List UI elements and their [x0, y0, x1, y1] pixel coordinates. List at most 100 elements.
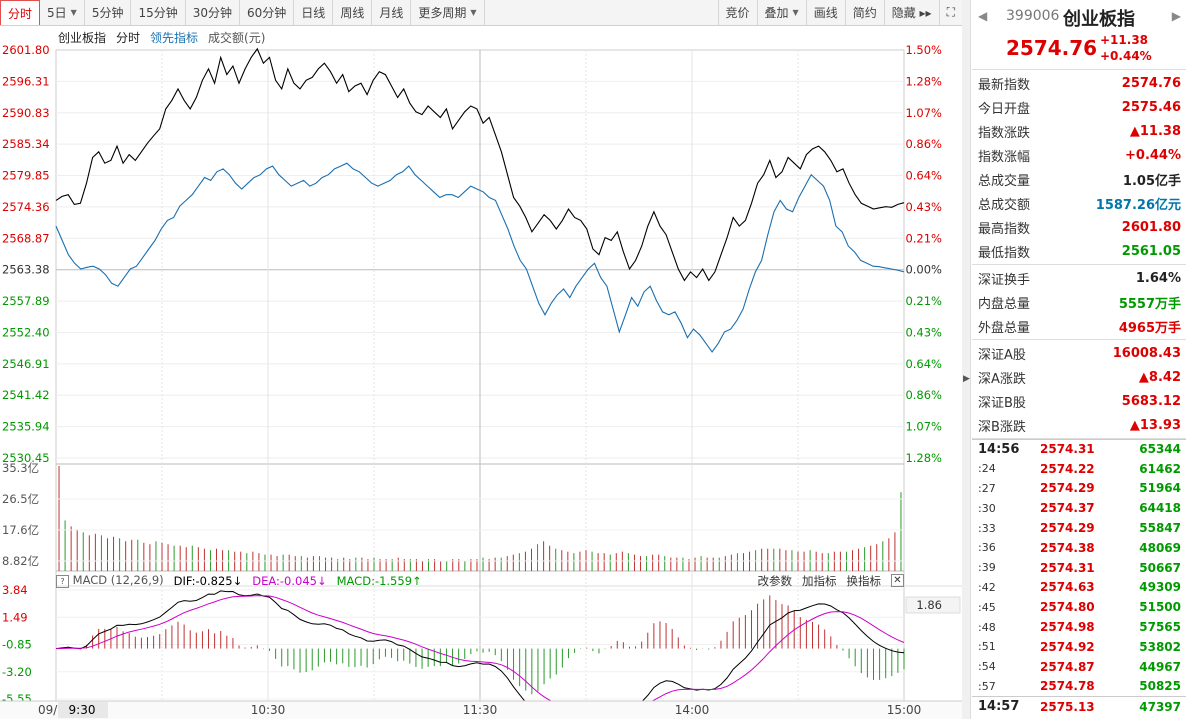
tick-row: 14:56 2574.31 65344	[972, 439, 1186, 459]
time-axis-label: 11:30	[463, 703, 498, 717]
pct-tick-label: 0.43%	[905, 200, 942, 214]
period-tab-6[interactable]: 日线	[294, 0, 334, 25]
period-tab-0[interactable]: 分时	[0, 0, 41, 25]
current-price: 2574.76	[1006, 36, 1098, 60]
price-tick-label: 2530.45	[2, 451, 50, 465]
price-change: +11.38 +0.44%	[1100, 32, 1152, 64]
price-tick-label: 2552.40	[2, 325, 50, 339]
macd-value-box	[905, 596, 961, 614]
stat-label: 最高指数	[978, 221, 1031, 237]
stat-label: 最低指数	[978, 245, 1031, 261]
next-index-icon[interactable]: ▶	[1171, 9, 1181, 23]
time-axis-label: 14:00	[675, 703, 710, 717]
tool-button-0[interactable]: 竞价	[717, 0, 757, 25]
tick-row: :30 2574.37 64418	[972, 498, 1186, 518]
pct-tick-label: 1.28%	[905, 451, 942, 465]
tick-volume: 61462	[1139, 461, 1181, 476]
time-axis-label: 9:30	[69, 703, 96, 717]
close-icon[interactable]: ✕	[891, 574, 904, 587]
time-cursor-box	[58, 702, 108, 718]
panel-collapse-handle[interactable]: ▶	[962, 0, 971, 719]
stat-row: 最低指数 2561.05	[972, 239, 1186, 263]
tick-row: :54 2574.87 44967	[972, 657, 1186, 677]
period-tab-label: 5日	[47, 6, 67, 20]
tick-volume: 48069	[1139, 540, 1181, 555]
price-tick-label: 2546.91	[2, 357, 50, 371]
period-tab-label: 更多周期	[418, 6, 467, 20]
tick-row: :57 2574.78 50825	[972, 677, 1186, 697]
pct-tick-label: 0.21%	[905, 294, 942, 308]
stat-value: 5557万手	[1118, 296, 1181, 312]
legend-leading-indicator[interactable]: 领先指标	[150, 31, 199, 45]
tick-volume: 65344	[1139, 442, 1181, 457]
macd-collapse-icon[interactable]: ?	[56, 575, 69, 588]
tool-button-label: 隐藏 ▸▸	[891, 6, 932, 20]
tick-time: :48	[978, 620, 996, 634]
tick-list: 14:56 2574.31 65344:24 2574.22 61462:27 2574.…	[972, 439, 1186, 719]
period-tab-label: 分时	[8, 6, 33, 21]
legend-turnover: 成交额(元)	[208, 31, 266, 45]
price-tick-label: 2563.38	[2, 263, 50, 277]
stat-label: 外盘总量	[978, 320, 1031, 336]
tick-price: 2574.78	[1040, 679, 1095, 694]
macd-title: MACD (12,26,9)	[72, 573, 164, 587]
collapse-arrow-icon[interactable]: ▶	[963, 374, 970, 384]
prev-index-icon[interactable]: ◀	[978, 9, 988, 23]
tick-time: :54	[978, 660, 996, 674]
tick-row: :27 2574.29 51964	[972, 479, 1186, 499]
period-tab-1[interactable]: 5日 ▼	[40, 0, 85, 25]
chevron-down-icon: ▼	[70, 8, 77, 17]
stat-value: 5683.12	[1121, 393, 1181, 409]
stat-row: 最新指数 2574.76	[972, 71, 1186, 95]
volume-tick-label: 17.6亿	[2, 523, 39, 537]
stat-value: 1.64%	[1135, 270, 1181, 286]
stat-row: 外盘总量 4965万手	[972, 314, 1186, 338]
switch-indicator-button[interactable]: 换指标	[846, 573, 882, 588]
tick-time: :36	[978, 541, 996, 555]
stat-row: 总成交额 1587.26亿元	[972, 191, 1186, 215]
stat-row: 最高指数 2601.80	[972, 215, 1186, 239]
tick-row: :36 2574.38 48069	[972, 538, 1186, 558]
stat-value: 2601.80	[1121, 219, 1181, 235]
stat-label: 今日开盘	[978, 101, 1031, 117]
period-tab-label: 60分钟	[247, 6, 287, 20]
tick-row: :24 2574.22 61462	[972, 459, 1186, 479]
pct-tick-label: 0.21%	[905, 231, 942, 245]
price-tick-label: 2590.83	[2, 106, 50, 120]
period-tab-2[interactable]: 5分钟	[85, 0, 132, 25]
tool-button-1[interactable]: 叠加 ▼	[756, 0, 806, 25]
tick-price: 2574.87	[1040, 659, 1095, 674]
tick-price: 2574.63	[1040, 580, 1095, 595]
price-change-pct: +0.44%	[1100, 49, 1152, 63]
period-tab-4[interactable]: 30分钟	[186, 0, 241, 25]
period-tab-5[interactable]: 60分钟	[240, 0, 295, 25]
stat-value: 4965万手	[1118, 320, 1181, 336]
stat-label: 总成交量	[978, 173, 1031, 189]
time-axis-bg	[0, 701, 962, 719]
stat-label: 内盘总量	[978, 296, 1031, 312]
fullscreen-icon[interactable]: ⛶	[938, 0, 962, 25]
macd-dropdown[interactable]: ? MACD (12,26,9)	[56, 573, 164, 588]
period-tab-3[interactable]: 15分钟	[131, 0, 186, 25]
chart-legend: 创业板指 分时 领先指标 成交额(元)	[58, 29, 265, 46]
price-tick-label: 2579.85	[2, 169, 50, 183]
pct-tick-label: 0.86%	[905, 137, 942, 151]
toolbar-spacer	[485, 0, 718, 25]
macd-tick-label: 1.49	[2, 610, 28, 624]
period-tab-7[interactable]: 周线	[333, 0, 373, 25]
chart-canvas[interactable]: 2601.80 1.50% 2596.31 1.28% 2590.83 1.07% 2585…	[0, 26, 962, 719]
add-indicator-button[interactable]: 加指标	[802, 573, 837, 588]
tool-button-3[interactable]: 简约	[844, 0, 884, 25]
tick-time: :45	[978, 600, 996, 614]
tick-price: 2574.29	[1040, 521, 1095, 536]
tool-button-4[interactable]: 隐藏 ▸▸	[883, 0, 939, 25]
period-tab-8[interactable]: 月线	[372, 0, 412, 25]
macd-tick-label: 3.84	[2, 583, 28, 597]
stat-value: 16008.43	[1112, 345, 1181, 361]
period-tab-label: 15分钟	[138, 6, 178, 20]
period-tab-9[interactable]: 更多周期 ▼	[411, 0, 485, 25]
tool-button-2[interactable]: 画线	[805, 0, 845, 25]
stat-label: 指数涨幅	[978, 149, 1031, 165]
change-params-button[interactable]: 改参数	[757, 573, 793, 588]
price-change-value: +11.38	[1100, 33, 1149, 47]
